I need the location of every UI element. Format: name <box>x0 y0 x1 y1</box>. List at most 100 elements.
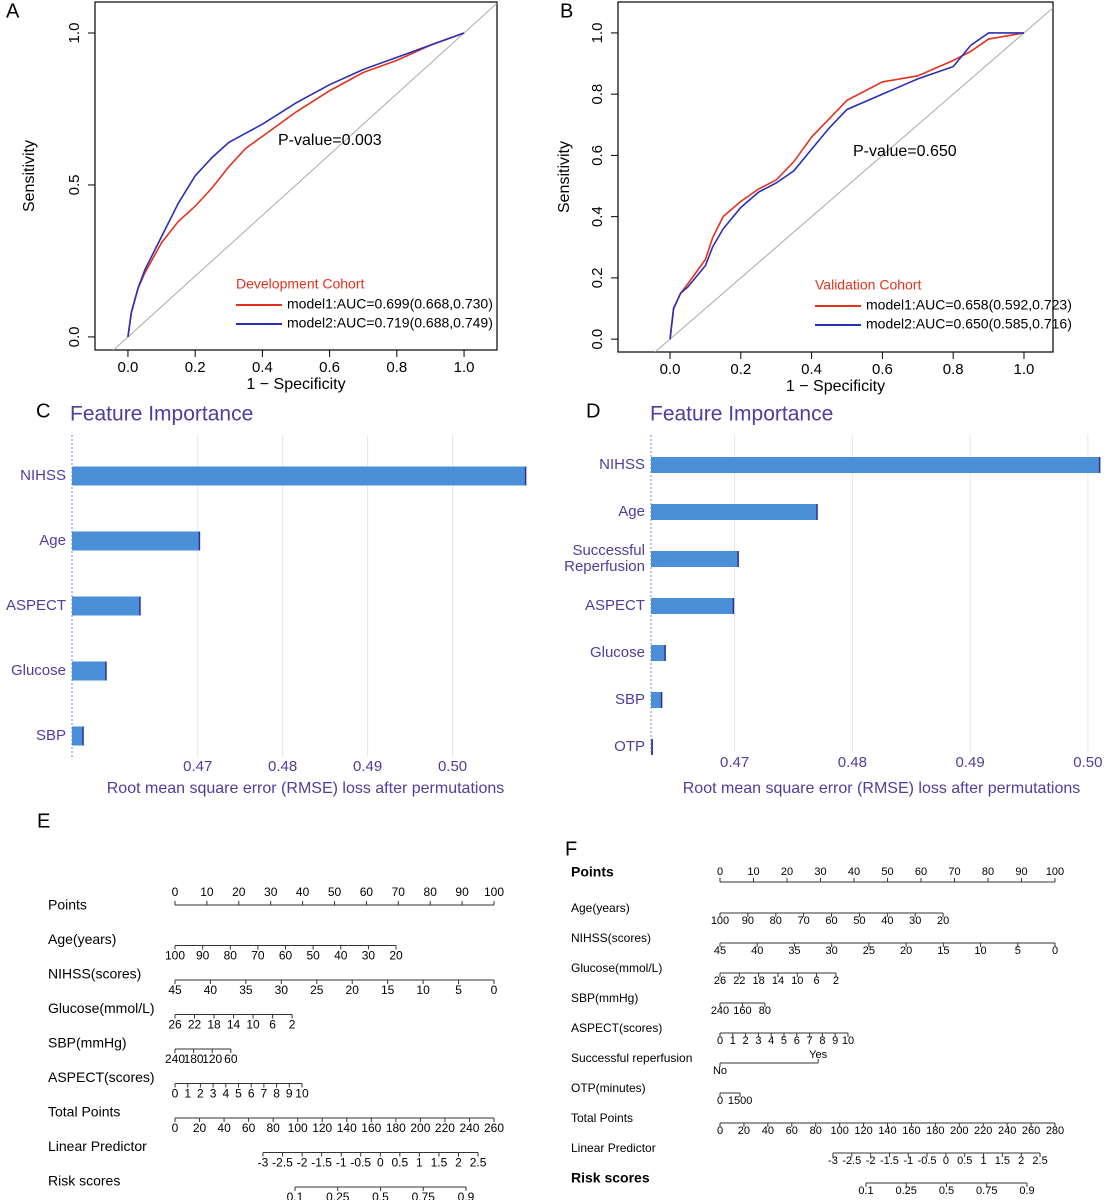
x-tick-label: 0.47 <box>183 758 212 775</box>
scale-tick-label: 40 <box>881 915 893 927</box>
scale-tick-label: 60 <box>224 1052 238 1066</box>
scale-tick-label: 240 <box>165 1052 185 1066</box>
scale-tick-label: 2 <box>289 1018 296 1032</box>
scale-tick-label: 120 <box>312 1121 332 1135</box>
scale-tick-label: 0 <box>1052 945 1058 957</box>
y-tick-label: 0.6 <box>589 145 606 166</box>
legend-label: model2:AUC=0.650(0.585,0.716) <box>866 316 1072 332</box>
row-label: NIHSS(scores) <box>48 966 141 982</box>
scale-tick-label: 160 <box>733 1005 751 1017</box>
scale-tick-label: 5 <box>235 1087 242 1101</box>
category-label: ASPECT <box>5 597 66 614</box>
scale-tick-label: 70 <box>798 915 810 927</box>
scale-tick-label: 100 <box>288 1121 308 1135</box>
category-label: Age <box>39 532 66 549</box>
x-tick-label: 0.6 <box>872 361 893 378</box>
plot-frame <box>617 1 1054 353</box>
scale-tick-label: 20 <box>781 866 793 878</box>
scale-tick-label: 0 <box>717 1095 723 1107</box>
scale-tick-label: 5 <box>1015 945 1021 957</box>
bar <box>72 726 84 746</box>
x-axis-label: 1 − Specificity <box>786 378 885 395</box>
scale-tick-label: 30 <box>909 915 921 927</box>
scale-tick-label: 10 <box>295 1087 309 1101</box>
x-axis-label: Root mean square error (RMSE) loss after… <box>107 780 504 797</box>
category-label: ASPECT <box>584 597 645 614</box>
scale-tick-label: 240 <box>459 1121 479 1135</box>
scale-tick-label: 35 <box>788 945 800 957</box>
scale-tick-label: 0 <box>717 1125 723 1137</box>
legend-label: model1:AUC=0.658(0.592,0.723) <box>866 297 1072 313</box>
category-label-box: Age <box>39 532 66 549</box>
reference-line <box>112 2 497 350</box>
scale-tick-label: 10 <box>246 1018 260 1032</box>
x-tick-label: 0.50 <box>438 758 467 775</box>
scale-tick-label: 2 <box>455 1156 462 1170</box>
scale-tick-label: 22 <box>733 975 745 987</box>
bar <box>651 692 662 708</box>
row-label: Risk scores <box>571 1170 650 1186</box>
scale-tick-label: 220 <box>435 1121 455 1135</box>
scale-tick-label: 100 <box>830 1125 848 1137</box>
scale-tick-label: 280 <box>1046 1125 1064 1137</box>
scale-tick-label: 160 <box>361 1121 381 1135</box>
scale-tick-label: 4 <box>768 1035 774 1047</box>
panel-letter: F <box>565 838 577 860</box>
chart-title: Feature Importance <box>70 403 253 426</box>
scale-tick-label: 6 <box>814 975 820 987</box>
row-label: Age(years) <box>571 901 630 915</box>
scale-tick-label: 7 <box>807 1035 813 1047</box>
scale-tick-label: 7 <box>261 1087 268 1101</box>
scale-tick-label: -2.5 <box>842 1155 861 1167</box>
scale-tick-label: 2.5 <box>470 1156 487 1170</box>
scale-tick-label: 1 <box>184 1087 191 1101</box>
scale-tick-label: -0.5 <box>918 1155 937 1167</box>
scale-tick-label: 25 <box>310 983 324 997</box>
scale-tick-label: 10 <box>416 983 430 997</box>
legend-label: model2:AUC=0.719(0.688,0.749) <box>287 315 493 331</box>
legend-title: Development Cohort <box>236 276 365 292</box>
x-tick-label: 0.48 <box>838 754 867 771</box>
scale-tick-label: 0.5 <box>391 1156 408 1170</box>
x-tick-label: 0.8 <box>943 361 964 378</box>
scale-tick-label: 180 <box>926 1125 944 1137</box>
scale-tick-label: 6 <box>269 1018 276 1032</box>
scale-tick-label: 15 <box>937 945 949 957</box>
scale-tick-label: 0 <box>377 1156 384 1170</box>
reference-line <box>654 7 1053 352</box>
scale-tick-label: 100 <box>1046 866 1064 878</box>
scale-tick-label: 10 <box>791 975 803 987</box>
panel-letter: B <box>560 0 573 22</box>
roc-curve <box>669 32 1024 340</box>
scale-tick-label: 20 <box>937 915 949 927</box>
row-label: Total Points <box>48 1104 120 1120</box>
scale-tick-label: 1 <box>416 1156 423 1170</box>
scale-tick-label: 0.5 <box>957 1155 972 1167</box>
scale-tick-label: 50 <box>853 915 865 927</box>
scale-tick-label: 0 <box>717 1035 723 1047</box>
x-tick-label: 0.49 <box>353 758 382 775</box>
scale-tick-label: -0.5 <box>350 1156 371 1170</box>
scale-tick-label: 1 <box>730 1035 736 1047</box>
scale-tick-label: 220 <box>974 1125 992 1137</box>
scale-tick-label: 8 <box>273 1087 280 1101</box>
scale-tick-label: 40 <box>217 1121 231 1135</box>
x-tick-label: 0.2 <box>730 361 751 378</box>
scale-tick-label: 45 <box>168 983 182 997</box>
category-label: NIHSS <box>20 467 66 484</box>
scale-tick-label: 80 <box>982 866 994 878</box>
scale-tick-label: -1 <box>903 1155 913 1167</box>
row-label: Glucose(mmol/L) <box>571 961 662 975</box>
scale-tick-label: 14 <box>227 1018 241 1032</box>
category-label: SBP <box>614 691 645 708</box>
scale-tick-label: 35 <box>239 983 253 997</box>
scale-tick-label: 20 <box>738 1125 750 1137</box>
scale-tick-label: 45 <box>714 945 726 957</box>
bar <box>72 466 526 486</box>
scale-tick-label: 0 <box>491 983 498 997</box>
scale-tick-label: 20 <box>232 885 246 899</box>
scale-tick-label: 20 <box>900 945 912 957</box>
scale-tick-label: 15 <box>381 983 395 997</box>
scale-tick-label: 40 <box>334 949 348 963</box>
